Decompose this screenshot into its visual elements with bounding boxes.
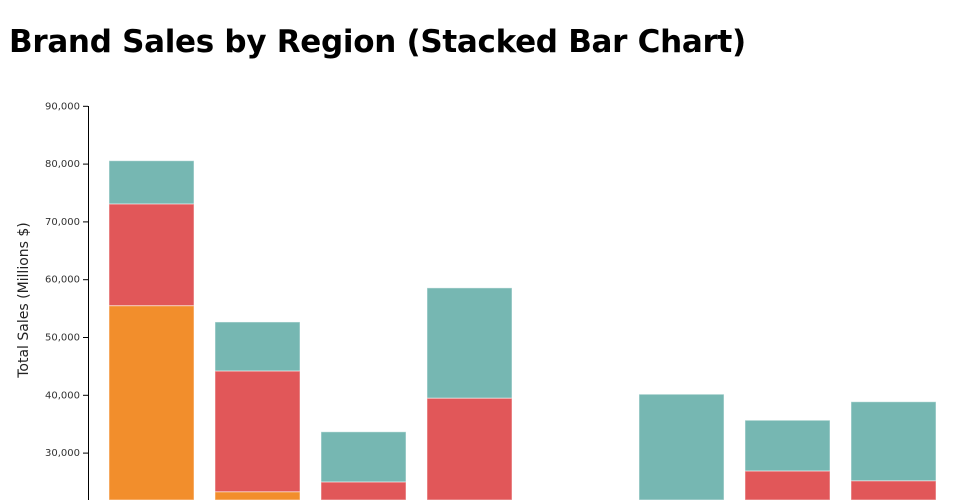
y-tick-label: 50,000 [45, 333, 80, 344]
bar-segment [638, 393, 725, 500]
bar-segment [320, 431, 407, 483]
bar-segment [214, 491, 301, 500]
y-tick: 30,000 [45, 448, 88, 459]
y-tick-label: 60,000 [45, 275, 80, 286]
y-tick: 40,000 [45, 390, 88, 401]
bar-segment [744, 470, 831, 500]
bar-segment [214, 321, 301, 372]
y-tick-label: 90,000 [45, 101, 80, 112]
y-tick: 50,000 [45, 333, 88, 344]
bar-segment [214, 370, 301, 493]
y-tick: 90,000 [45, 101, 88, 112]
bar-segment [320, 481, 407, 500]
bar-segment [850, 401, 937, 482]
y-tick-label: 30,000 [45, 448, 80, 459]
y-tick-label: 40,000 [45, 390, 80, 401]
y-tick: 80,000 [45, 159, 88, 170]
bar-segment [850, 480, 937, 500]
bar-segment [108, 160, 195, 205]
y-tick-label: 80,000 [45, 159, 80, 170]
bar-segment [426, 287, 513, 399]
bar-segment [426, 397, 513, 500]
bars [108, 160, 937, 500]
y-axis-label: Total Sales (Millions $) [16, 222, 32, 379]
bar-segment [744, 419, 831, 472]
y-tick: 60,000 [45, 275, 88, 286]
bar-segment [108, 305, 195, 500]
y-axis: 30,000 40,000 50,000 60,000 70,000 80,000 90,0… [45, 101, 89, 500]
y-tick: 70,000 [45, 217, 88, 228]
chart-title: Brand Sales by Region (Stacked Bar Chart… [9, 24, 746, 60]
bar-segment [108, 203, 195, 307]
y-tick-label: 70,000 [45, 217, 80, 228]
